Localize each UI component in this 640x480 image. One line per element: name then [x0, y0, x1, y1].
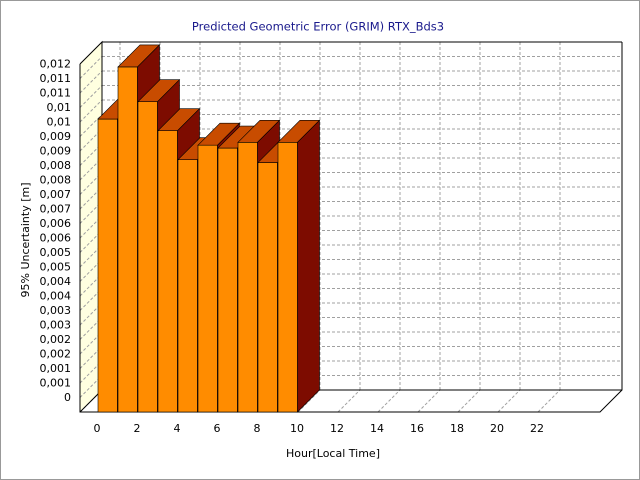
y-tick-label: 0,005 [40, 261, 72, 274]
y-tick-label: 0,001 [40, 362, 72, 375]
x-tick-label: 10 [290, 422, 304, 435]
y-tick-label: 0,007 [40, 188, 72, 201]
y-tick-label: 0,003 [40, 304, 72, 317]
y-tick-label: 0,002 [40, 348, 72, 361]
y-tick-label: 0,008 [40, 174, 72, 187]
bar-front [97, 118, 118, 413]
x-tick-label: 2 [134, 422, 141, 435]
bar-side [297, 119, 320, 413]
y-tick-label: 0,011 [40, 87, 72, 100]
y-tick-label: 0,005 [40, 246, 72, 259]
grid-line [337, 389, 361, 413]
x-tick-label: 8 [254, 422, 261, 435]
grid-line [537, 389, 561, 413]
grid-line [457, 389, 481, 413]
grid-line [417, 389, 441, 413]
grid-line [79, 70, 103, 94]
y-tick-label: 0,011 [40, 72, 72, 85]
x-tick-label: 12 [330, 422, 344, 435]
y-tick-label: 0,009 [40, 130, 72, 143]
bar-front [157, 130, 178, 413]
x-axis-label: Hour[Local Time] [286, 447, 380, 460]
chart-title: Predicted Geometric Error (GRIM) RTX_Bds… [192, 20, 444, 34]
bar-front [117, 66, 138, 413]
x-tick-label: 6 [214, 422, 221, 435]
y-tick-label: 0,009 [40, 145, 72, 158]
grid-line [79, 85, 103, 108]
y-tick-label: 0,001 [40, 377, 72, 390]
bar-front [257, 162, 278, 413]
x-tick-label: 22 [530, 422, 544, 435]
bar-front [177, 159, 198, 413]
x-tick-label: 0 [94, 422, 101, 435]
bar-front [197, 144, 218, 413]
y-tick-label: 0,004 [40, 275, 72, 288]
x-tick-label: 14 [370, 422, 384, 435]
axis-frame [79, 42, 623, 413]
grid-line [79, 99, 103, 123]
grid-line [79, 56, 103, 79]
bar-front [137, 101, 158, 413]
x-tick-label: 18 [450, 422, 464, 435]
x-tick-label: 16 [410, 422, 424, 435]
grid-line [79, 114, 103, 137]
y-tick-label: 0,008 [40, 159, 72, 172]
y-tick-label: 0,004 [40, 290, 72, 303]
y-tick-label: 0,007 [40, 203, 72, 216]
y-tick-label: 0,01 [47, 101, 72, 114]
bar-front [277, 142, 298, 413]
x-tick-label: 20 [490, 422, 504, 435]
y-tick-label: 0,006 [40, 232, 72, 245]
grid-line [497, 389, 521, 413]
y-tick-label: 0,012 [40, 58, 72, 71]
y-axis-label: 95% Uncertainty [m] [19, 182, 32, 297]
bar-front [237, 142, 258, 413]
y-tick-label: 0,006 [40, 217, 72, 230]
x-tick-label: 4 [174, 422, 181, 435]
bar-front [217, 147, 238, 413]
grid-line [377, 389, 401, 413]
grid-line [297, 389, 321, 413]
y-tick-label: 0,002 [40, 333, 72, 346]
y-tick-label: 0 [64, 391, 71, 404]
y-tick-label: 0,01 [47, 116, 72, 129]
y-tick-label: 0,003 [40, 319, 72, 332]
